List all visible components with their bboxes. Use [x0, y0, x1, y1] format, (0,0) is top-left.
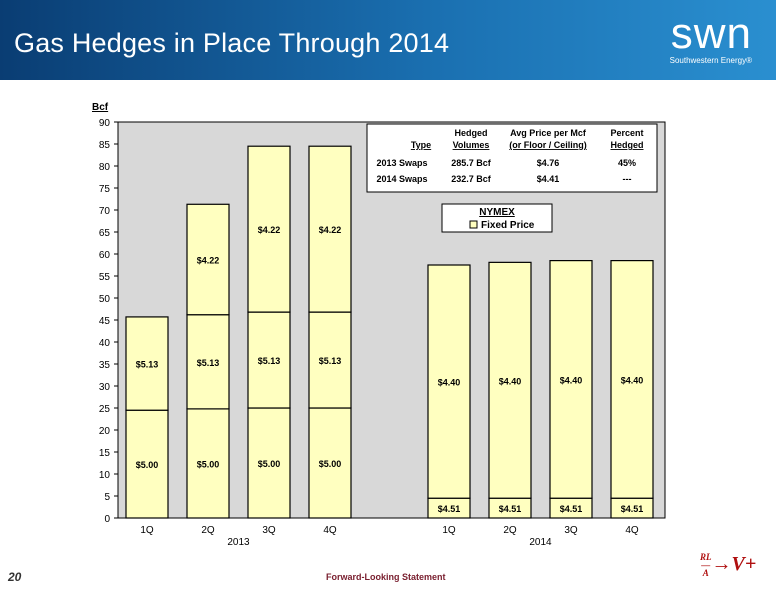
bar-data-label: $4.22: [197, 256, 220, 266]
hedge-table-box: [366, 123, 658, 193]
bar-data-label: $4.40: [499, 376, 522, 386]
bar-segment: [308, 145, 352, 313]
bar-data-label: $5.13: [319, 356, 342, 366]
bar-segment: [488, 261, 532, 499]
y-tick-label: 5: [104, 492, 110, 503]
x-tick-label: 3Q: [262, 525, 276, 536]
bar-data-label: $4.51: [438, 504, 461, 514]
y-tick-label: 60: [99, 250, 111, 261]
table-cell: $4.76: [537, 158, 560, 168]
bar-segment: [247, 311, 291, 409]
legend-entry: Fixed Price: [481, 220, 535, 231]
swn-logo: swn Southwestern Energy®: [669, 9, 752, 66]
legend-box: [441, 203, 553, 233]
bar-data-label: $5.13: [136, 360, 159, 370]
table-header: Type: [411, 140, 431, 150]
bar-data-label: $4.40: [560, 375, 583, 385]
x-tick-label: 1Q: [442, 525, 456, 536]
x-tick-label: 2Q: [503, 525, 517, 536]
table-cell: 285.7 Bcf: [451, 158, 492, 168]
y-tick-label: 35: [99, 360, 111, 371]
y-tick-label: 90: [99, 118, 111, 129]
x-group-label: 2013: [227, 537, 250, 548]
header-banner: Gas Hedges in Place Through 2014 swn Sou…: [0, 0, 776, 80]
logo-subtitle: Southwestern Energy®: [669, 56, 752, 65]
y-tick-label: 85: [99, 140, 111, 151]
bar-segment: [610, 260, 654, 499]
table-header: Hedged: [610, 140, 643, 150]
y-tick-label: 0: [104, 514, 110, 525]
y-tick-label: 70: [99, 206, 111, 217]
y-tick-label: 55: [99, 272, 111, 283]
y-tick-label: 15: [99, 448, 111, 459]
bar-data-label: $5.13: [197, 358, 220, 368]
slide-title: Gas Hedges in Place Through 2014: [14, 28, 450, 58]
y-tick-label: 30: [99, 382, 111, 393]
legend-title: NYMEX: [479, 207, 515, 218]
forward-looking-statement-link[interactable]: Forward-Looking Statement: [326, 572, 446, 582]
table-cell: 2013 Swaps: [376, 158, 427, 168]
bar-data-label: $4.40: [621, 375, 644, 385]
table-cell: 45%: [618, 158, 636, 168]
x-tick-label: 2Q: [201, 525, 215, 536]
bar-data-label: $5.00: [197, 459, 220, 469]
bar-segment: [186, 203, 230, 316]
bar-data-label: $4.22: [258, 225, 281, 235]
x-tick-label: 1Q: [140, 525, 154, 536]
y-tick-label: 80: [99, 162, 111, 173]
page-number: 20: [8, 570, 22, 584]
x-group-label: 2014: [529, 537, 552, 548]
bar-data-label: $5.00: [258, 459, 281, 469]
bar-data-label: $4.40: [438, 378, 461, 388]
table-header: Volumes: [453, 140, 490, 150]
rav-plus-logo: RL — A →V+: [700, 552, 757, 579]
legend-swatch: [469, 220, 478, 229]
table-header: (or Floor / Ceiling): [509, 140, 587, 150]
bar-segment: [427, 264, 471, 499]
rav-badge-top: RL: [700, 552, 712, 563]
bar-segment: [308, 311, 352, 409]
y-tick-label: 25: [99, 404, 111, 415]
table-header: Avg Price per Mcf: [510, 128, 587, 138]
rav-badge-bottom: A: [702, 568, 709, 579]
y-tick-label: 10: [99, 470, 111, 481]
y-tick-label: 20: [99, 426, 111, 437]
y-tick-label: 65: [99, 228, 111, 239]
y-tick-label: 50: [99, 294, 111, 305]
table-cell: $4.41: [537, 174, 560, 184]
rav-badge-main: V+: [731, 553, 757, 575]
bar-data-label: $5.00: [319, 459, 342, 469]
y-tick-label: 75: [99, 184, 111, 195]
table-header: Percent: [610, 128, 643, 138]
y-tick-label: 45: [99, 316, 111, 327]
x-tick-label: 3Q: [564, 525, 578, 536]
bar-segment: [247, 145, 291, 313]
bar-data-label: $4.51: [499, 504, 522, 514]
x-tick-label: 4Q: [625, 525, 639, 536]
bar-data-label: $4.51: [560, 504, 583, 514]
table-cell: 2014 Swaps: [376, 174, 427, 184]
logo-wordmark: swn: [670, 9, 752, 58]
bar-data-label: $4.51: [621, 504, 644, 514]
bar-segment: [247, 407, 291, 519]
bar-segment: [549, 260, 593, 499]
table-cell: 232.7 Bcf: [451, 174, 492, 184]
bar-data-label: $5.13: [258, 356, 281, 366]
table-cell: ---: [623, 174, 632, 184]
bar-data-label: $5.00: [136, 460, 159, 470]
bar-segment: [125, 316, 169, 411]
y-axis-label: Bcf: [92, 102, 109, 113]
table-header: Hedged: [454, 128, 487, 138]
bar-data-label: $4.22: [319, 225, 342, 235]
y-tick-label: 40: [99, 338, 111, 349]
x-tick-label: 4Q: [323, 525, 337, 536]
